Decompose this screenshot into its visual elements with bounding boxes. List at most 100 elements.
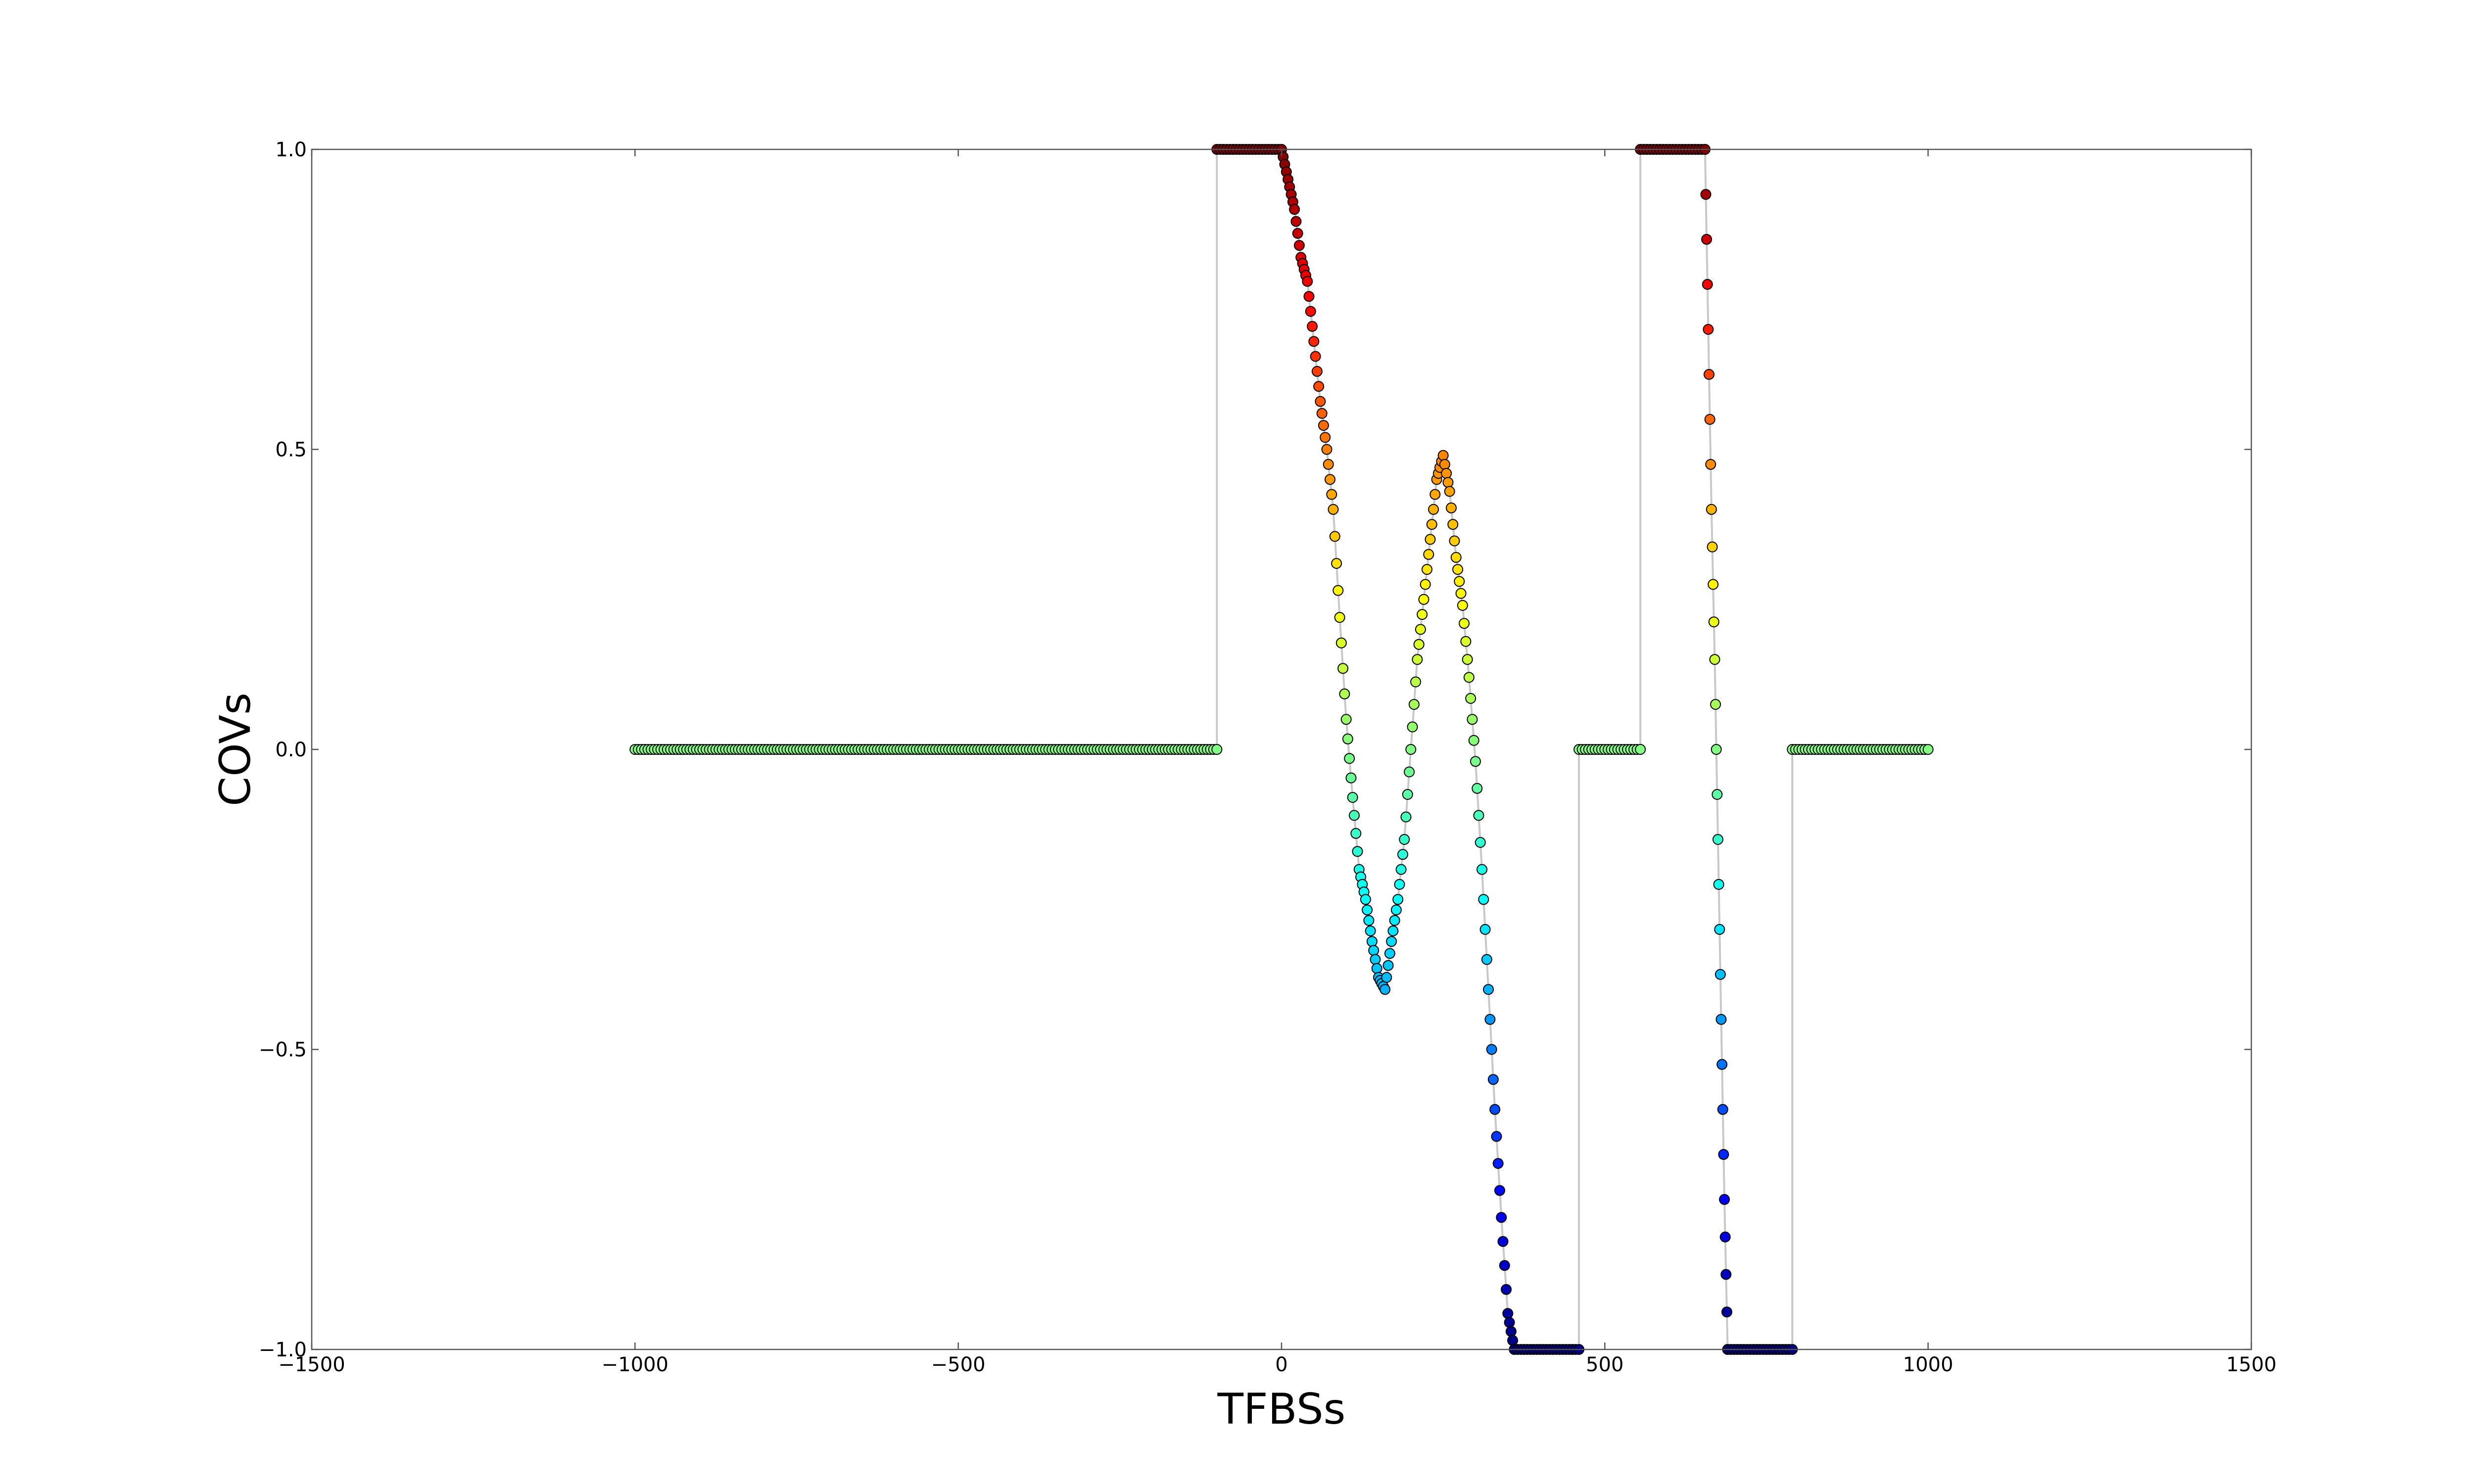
data-point	[1716, 1059, 1728, 1070]
data-point	[1460, 636, 1472, 647]
data-point	[1462, 654, 1473, 665]
data-point	[1489, 1104, 1501, 1115]
x-axis-title: TFBSs	[1217, 1385, 1346, 1434]
data-point	[1439, 459, 1450, 470]
data-point	[1470, 756, 1481, 767]
x-tick-label: 1000	[1903, 1353, 1953, 1376]
data-point	[1446, 502, 1457, 513]
data-point	[1368, 945, 1380, 956]
data-point	[1342, 733, 1353, 744]
data-point	[1337, 663, 1349, 674]
data-point	[1442, 477, 1454, 488]
data-point	[1360, 894, 1371, 905]
data-point	[1497, 1236, 1509, 1247]
data-point	[1310, 351, 1321, 362]
data-point	[1290, 216, 1302, 227]
data-point	[1478, 894, 1489, 905]
data-point	[1363, 915, 1375, 926]
data-point	[1413, 639, 1425, 650]
data-point	[1316, 408, 1328, 419]
x-tick-label: −1500	[278, 1353, 345, 1376]
data-point	[1404, 766, 1415, 778]
data-point	[1325, 474, 1335, 485]
x-tick-label: 1500	[2226, 1353, 2277, 1376]
data-point	[1472, 783, 1483, 794]
data-point	[1717, 1104, 1728, 1115]
data-point	[1329, 531, 1340, 542]
data-point	[1444, 486, 1455, 497]
data-point	[1715, 1014, 1727, 1025]
data-point	[1334, 612, 1345, 623]
data-point	[1328, 504, 1339, 515]
data-point	[1418, 594, 1429, 605]
data-point	[1505, 1326, 1517, 1337]
data-point	[1708, 616, 1719, 628]
data-point	[1710, 699, 1721, 710]
data-point	[1345, 772, 1357, 784]
data-point	[1340, 714, 1352, 725]
data-point	[1365, 925, 1376, 936]
y-tick-label: −1.0	[259, 1339, 307, 1361]
data-point	[1415, 624, 1426, 635]
y-tick-label: 0.0	[275, 739, 307, 761]
data-point	[1305, 306, 1316, 317]
data-point	[1449, 535, 1460, 547]
data-point	[1400, 811, 1412, 823]
data-point	[1714, 924, 1725, 935]
data-point	[1289, 204, 1300, 215]
data-point	[1293, 240, 1305, 251]
data-point	[1719, 1231, 1731, 1243]
data-point	[1417, 609, 1428, 620]
data-point	[1718, 1149, 1729, 1160]
data-point	[1705, 459, 1716, 470]
data-point	[1407, 721, 1418, 733]
data-point	[1422, 564, 1432, 575]
x-tick-label: −500	[931, 1353, 986, 1376]
data-point	[1721, 1306, 1732, 1318]
plot-area-frame	[311, 148, 2252, 1350]
data-point	[1323, 459, 1334, 470]
x-tick-label: 0	[1275, 1353, 1287, 1376]
data-point	[1320, 432, 1331, 443]
data-point	[1496, 1212, 1507, 1223]
x-tick-label: 500	[1586, 1353, 1623, 1376]
data-point	[1408, 699, 1420, 710]
data-point	[1380, 984, 1391, 995]
data-point	[1465, 693, 1476, 704]
data-point	[1370, 954, 1381, 965]
data-point	[1499, 1260, 1510, 1271]
data-point	[1475, 837, 1486, 848]
data-point	[1381, 972, 1392, 983]
data-point	[1703, 324, 1714, 335]
data-point	[1922, 744, 1934, 755]
axis-ticks: −1500 −1000 −500 0 500 1000 1500 −1.0 −0.5 0.0 0.5…	[259, 139, 2277, 1376]
y-tick-label: 1.0	[275, 139, 307, 161]
data-point	[1504, 1317, 1515, 1328]
data-point	[1502, 1308, 1514, 1319]
data-point	[1308, 336, 1320, 347]
data-point	[1321, 444, 1332, 455]
data-point	[1397, 849, 1408, 860]
data-point	[1382, 960, 1394, 971]
data-point	[1494, 1185, 1505, 1196]
data-point	[1714, 969, 1726, 980]
data-point	[1362, 904, 1373, 916]
data-point	[1384, 948, 1395, 959]
data-point	[1426, 519, 1437, 530]
data-point	[1463, 672, 1475, 683]
data-point	[1704, 414, 1715, 425]
data-point	[1405, 744, 1417, 755]
data-point	[1501, 1284, 1512, 1295]
data-point	[1700, 189, 1712, 200]
data-point	[1410, 676, 1422, 688]
data-point	[1339, 688, 1350, 699]
data-point	[1720, 1269, 1732, 1280]
data-point	[1507, 1335, 1519, 1346]
data-point	[1701, 233, 1713, 245]
data-point	[1459, 618, 1470, 629]
data-point	[1389, 915, 1400, 926]
data-point	[1457, 600, 1468, 611]
data-point	[1307, 321, 1318, 332]
data-point	[1483, 984, 1494, 995]
